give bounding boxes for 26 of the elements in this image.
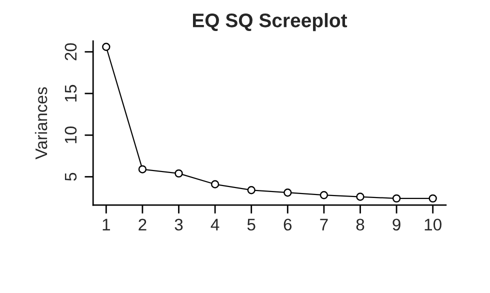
x-tick-label: 7 xyxy=(320,218,328,230)
point xyxy=(320,191,328,200)
point xyxy=(174,169,183,178)
x-tick-label: 5 xyxy=(247,218,256,231)
x-tick-label: 4 xyxy=(210,218,220,230)
point xyxy=(284,188,292,197)
x-tick-label: 3 xyxy=(174,218,183,231)
y-tick-label: 20 xyxy=(64,43,77,60)
point xyxy=(247,186,256,194)
y-axis-title: Variances xyxy=(34,87,48,160)
chart-title: EQ SQ Screeplot xyxy=(193,13,348,32)
x-tick-label: 9 xyxy=(392,218,400,231)
x-tick-label: 8 xyxy=(356,218,364,231)
y-tick-label: 10 xyxy=(64,126,77,144)
y-tick-label: 5 xyxy=(64,172,77,181)
y-tick-label: 15 xyxy=(64,84,77,102)
x-tick-label: 6 xyxy=(284,218,292,231)
point xyxy=(138,165,147,174)
point xyxy=(102,42,110,51)
point xyxy=(356,192,364,201)
point xyxy=(392,194,401,203)
x-tick-label: 2 xyxy=(138,218,146,230)
x-tick-label: 1 xyxy=(102,218,110,230)
point xyxy=(428,194,437,203)
point xyxy=(210,180,220,188)
x-tick-label: 10 xyxy=(424,218,442,231)
